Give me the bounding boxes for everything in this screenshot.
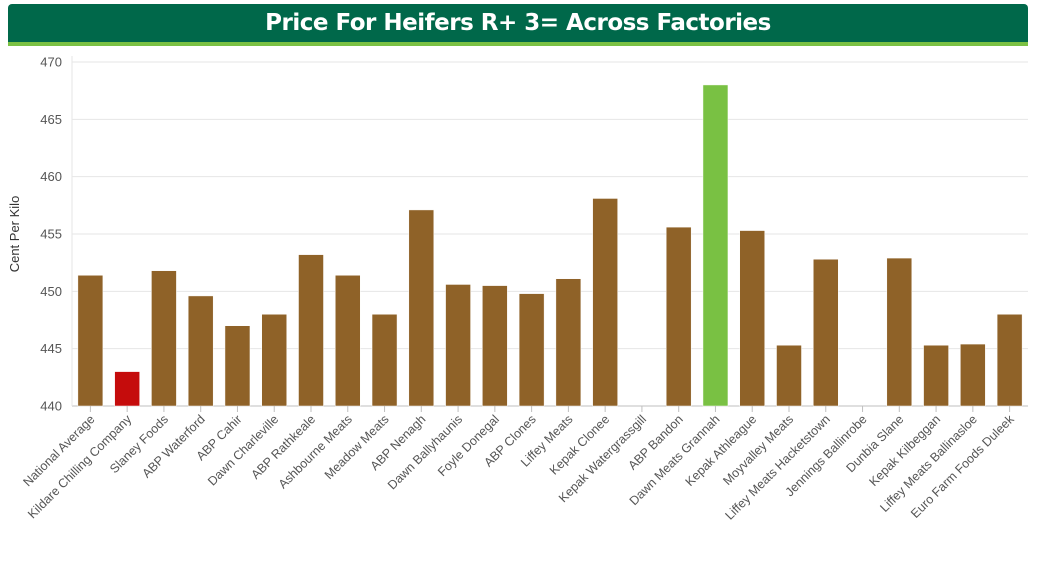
axes: [71, 56, 1011, 412]
bar[interactable]: [776, 344, 802, 407]
bar[interactable]: [960, 343, 986, 407]
bar[interactable]: [77, 275, 104, 407]
bar[interactable]: [445, 284, 471, 407]
bar[interactable]: [298, 254, 324, 407]
bar[interactable]: [151, 270, 177, 407]
bar[interactable]: [813, 258, 839, 407]
bar[interactable]: [408, 209, 435, 407]
bar[interactable]: [886, 257, 913, 407]
chart-title: Price For Heifers R+ 3= Across Factories: [265, 10, 771, 36]
y-tick-label: 440: [40, 399, 62, 414]
bars: [77, 84, 1023, 407]
y-axis-title: Cent Per Kilo: [7, 196, 22, 273]
bar[interactable]: [187, 295, 214, 407]
y-tick-label: 450: [40, 284, 62, 299]
x-tick-label: Meadow Meats: [322, 412, 392, 482]
bar[interactable]: [702, 84, 729, 407]
y-tick-label: 465: [40, 112, 62, 127]
bar[interactable]: [335, 275, 361, 407]
bar[interactable]: [482, 285, 508, 407]
bar[interactable]: [555, 278, 582, 407]
bar[interactable]: [665, 226, 692, 407]
bar[interactable]: [739, 230, 765, 407]
y-tick-labels: 440 445 450 455 460 465 470: [40, 55, 62, 414]
y-tick-label: 445: [40, 341, 62, 356]
bar[interactable]: [592, 198, 618, 407]
y-tick-label: 470: [40, 55, 62, 70]
bar[interactable]: [114, 371, 140, 407]
chart-title-bar: Price For Heifers R+ 3= Across Factories: [8, 4, 1028, 46]
bar[interactable]: [518, 293, 545, 407]
bar[interactable]: [371, 314, 398, 407]
bar[interactable]: [996, 314, 1023, 407]
bar[interactable]: [261, 314, 287, 407]
y-tick-label: 460: [40, 169, 62, 184]
bar[interactable]: [224, 325, 251, 407]
gridlines: [72, 61, 1028, 407]
x-tick-label: ABP Rathkeale: [248, 412, 318, 482]
y-tick-label: 455: [40, 227, 62, 242]
bar[interactable]: [923, 344, 949, 407]
